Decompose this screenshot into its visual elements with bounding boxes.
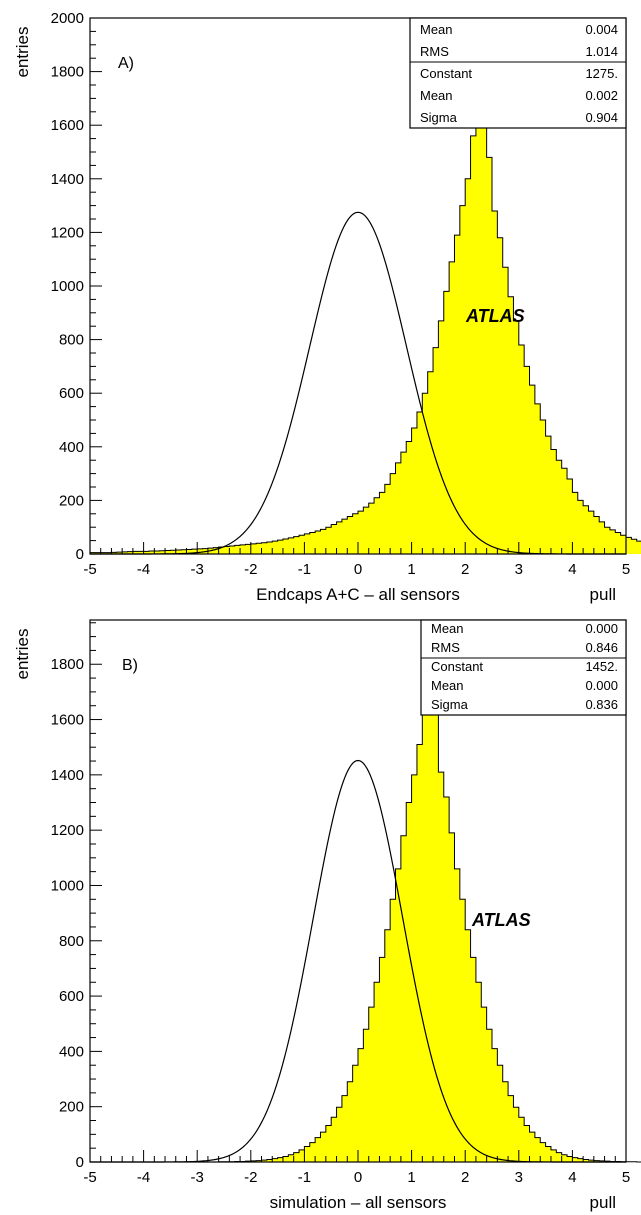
x-tick-label: -4 [137,561,150,578]
y-tick-label: 1200 [51,822,84,839]
stats-label: Mean [431,621,464,636]
atlas-label: ATLAS [471,910,531,930]
x-axis-unit: pull [590,585,616,604]
y-tick-label: 800 [59,332,84,349]
x-tick-label: -2 [244,561,257,578]
x-tick-label: 2 [461,1169,469,1186]
y-tick-label: 1600 [51,117,84,134]
panel-label: A) [118,55,134,72]
y-tick-label: 1800 [51,656,84,673]
x-tick-label: 3 [515,1169,523,1186]
stats-value: 0.904 [585,110,618,125]
x-axis-title: Endcaps A+C – all sensors [256,585,460,604]
y-tick-label: 0 [76,1154,84,1171]
x-tick-label: 4 [568,561,576,578]
histogram-panel-a: -5 -4 -3 -2 -1 0 1 2 3 4 5 0 200 400 600 800 1000 1200 140… [13,10,641,604]
y-tick-label: 600 [59,385,84,402]
stats-box-frame [420,619,627,716]
y-tick-label: 1000 [51,877,84,894]
x-tick-label: -4 [137,1169,150,1186]
x-tick-label: -5 [83,1169,96,1186]
stats-value: 0.836 [585,697,618,712]
stats-label: RMS [431,640,460,655]
stats-value: 0.004 [585,22,618,37]
stats-value: 1.014 [585,44,618,59]
stats-box: Mean 0.004 RMS 1.014 Constant 1275. Mean 0.002 S… [409,17,627,129]
histogram-fill [90,71,641,554]
y-tick-label: 800 [59,933,84,950]
stats-value: 1452. [585,659,618,674]
y-tick-label: 400 [59,439,84,456]
y-tick-label: 1800 [51,64,84,81]
y-tick-label: 400 [59,1043,84,1060]
stats-label: Mean [420,88,453,103]
y-tick-label: 1000 [51,278,84,295]
stats-value: 0.000 [585,678,618,693]
panel-label: B) [122,657,138,674]
y-tick-label: 1400 [51,171,84,188]
y-axis-title: entries [13,628,32,679]
x-tick-label: 5 [622,561,630,578]
stats-label: Constant [431,659,483,674]
stats-label: Constant [420,66,472,81]
stats-value: 0.002 [585,88,618,103]
stats-value: 0.846 [585,640,618,655]
x-tick-label: 3 [515,561,523,578]
x-tick-label: 1 [407,1169,415,1186]
x-tick-label: 0 [354,1169,362,1186]
atlas-label: ATLAS [465,306,525,326]
x-tick-label: -5 [83,561,96,578]
stats-box: Mean 0.000 RMS 0.846 Constant 1452. Mean 0.000 S… [420,619,627,716]
histogram-panel-b: -5 -4 -3 -2 -1 0 1 2 3 4 5 0 200 400 600 800 1000 1200 140… [13,619,641,1212]
y-tick-label: 0 [76,546,84,563]
x-tick-label: 4 [568,1169,576,1186]
stats-label: RMS [420,44,449,59]
x-tick-label: -1 [298,561,311,578]
stats-box-frame [409,17,627,129]
x-tick-label: 2 [461,561,469,578]
y-tick-label: 2000 [51,10,84,27]
y-axis-title: entries [13,26,32,77]
x-tick-label: 0 [354,561,362,578]
histogram-fill [90,675,641,1162]
x-tick-label: -2 [244,1169,257,1186]
y-tick-label: 1600 [51,712,84,729]
stats-label: Mean [431,678,464,693]
x-tick-label: 5 [622,1169,630,1186]
y-tick-label: 200 [59,492,84,509]
y-tick-label: 200 [59,1099,84,1116]
y-tick-label: 1200 [51,224,84,241]
x-axis-title: simulation – all sensors [270,1193,447,1212]
stats-label: Mean [420,22,453,37]
x-tick-label: -3 [191,1169,204,1186]
stats-label: Sigma [431,697,469,712]
x-tick-label: -3 [191,561,204,578]
y-tick-label: 600 [59,988,84,1005]
x-axis-unit: pull [590,1193,616,1212]
y-tick-label: 1400 [51,767,84,784]
stats-value: 1275. [585,66,618,81]
x-tick-label: -1 [298,1169,311,1186]
x-tick-label: 1 [407,561,415,578]
stats-value: 0.000 [585,621,618,636]
stats-label: Sigma [420,110,458,125]
